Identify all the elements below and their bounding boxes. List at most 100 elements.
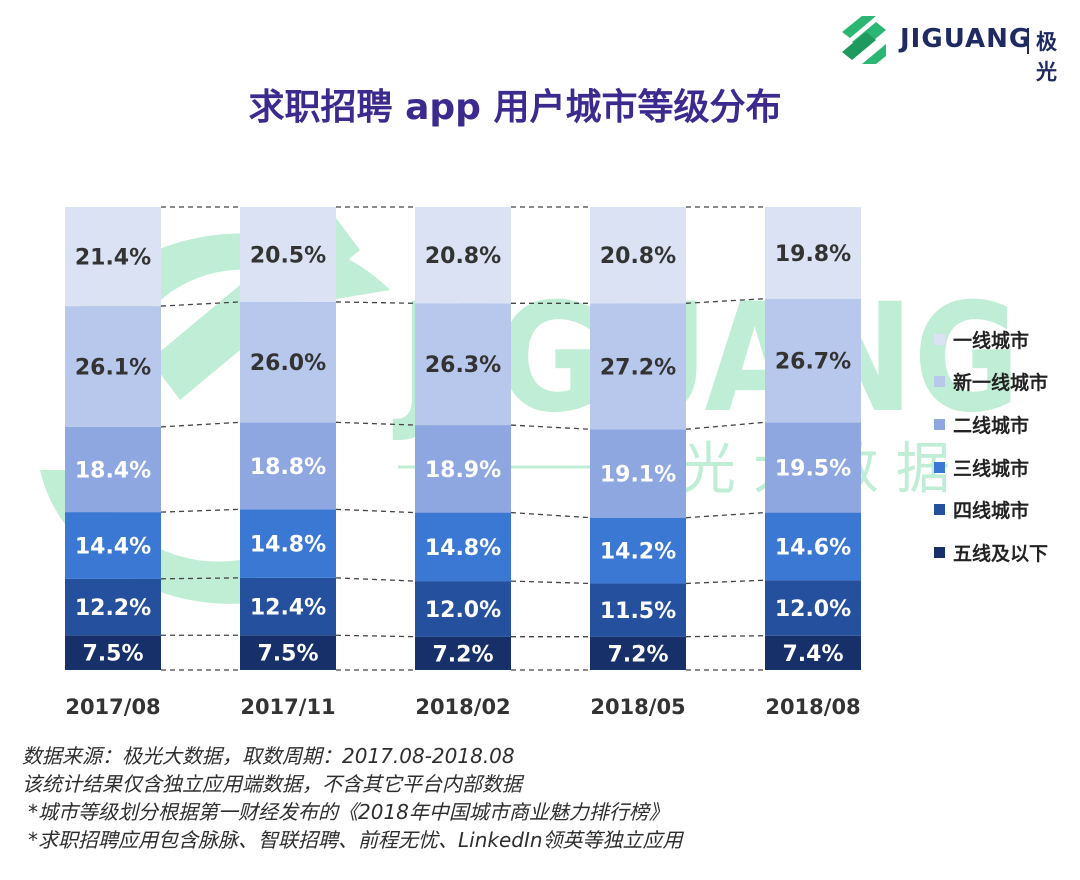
legend-label: 四线城市 [953,500,1030,523]
connector-line [510,424,591,430]
data-label: 20.8% [600,244,676,269]
bar-segment [765,512,861,581]
connector-line [685,511,766,519]
data-label: 26.3% [425,353,501,378]
data-label: 26.1% [75,356,151,381]
bar-segment [65,207,161,307]
note-source: 数据来源：极光大数据，取数周期：2017.08-2018.08 [22,744,515,768]
bar-segment [415,207,511,304]
legend-label: 新一线城市 [953,372,1049,395]
bar-segment [765,207,861,299]
connector-line [685,298,766,304]
connector-line [160,421,241,428]
data-label: 11.5% [600,599,676,624]
data-label: 14.4% [75,534,151,559]
bar-segment [65,578,161,636]
data-label: 7.5% [82,642,143,667]
bar-segment [65,306,161,427]
legend-label: 二线城市 [953,414,1030,437]
connector-lines [160,206,766,671]
chart-title: 求职招聘 app 用户城市等级分布 [248,87,782,128]
bar-segment [590,636,686,670]
bar-segment [590,517,686,584]
bar-segment [415,303,511,426]
legend-label: 五线及以下 [953,542,1049,565]
legend-swatch [934,546,945,558]
data-label: 27.2% [600,355,676,380]
brand-name: JIGUANG [900,24,1032,54]
data-label: 12.0% [425,598,501,623]
legend-item: 四线城市 [934,488,1048,531]
connector-line [160,301,241,307]
connector-line [335,301,416,304]
data-label: 7.4% [782,642,843,667]
connector-line [160,577,241,580]
legend: 一线城市新一线城市二线城市三线城市四线城市五线及以下 [934,318,1048,574]
note-apps: *求职招聘应用包含脉脉、智联招聘、前程无忧、LinkedIn领英等独立应用 [28,828,683,852]
data-label: 14.2% [600,540,676,565]
x-tick-label: 2018/02 [415,695,510,719]
bar-segment [590,303,686,430]
x-tick-label: 2018/05 [590,695,685,719]
data-label: 19.1% [600,462,676,487]
data-label: 18.9% [425,458,501,483]
legend-item: 一线城市 [934,318,1048,361]
data-label: 21.4% [75,246,151,271]
connector-line [160,508,241,513]
bar-segment [765,580,861,636]
x-tick-labels: 2017/08 2017/11 2018/02 2018/05 2018/08 [65,695,860,719]
bar-segment [240,509,336,578]
connector-line [335,421,416,426]
legend-swatch [934,504,945,516]
legend-swatch [934,461,945,473]
bar-segment [415,636,511,670]
connector-line [335,508,416,514]
connector-line [510,580,591,585]
connector-line [685,635,766,638]
legend-label: 三线城市 [953,457,1030,480]
jiguang-logo: JIGUANG 极光 [836,12,1072,84]
bar-segment [590,429,686,518]
connector-line [335,634,416,638]
data-label: 20.8% [425,244,501,269]
bar-segment [65,426,161,513]
bar-segment [65,512,161,579]
data-label: 26.7% [775,349,851,374]
data-label: 14.8% [425,536,501,561]
legend-swatch [934,418,945,430]
legend-item: 新一线城市 [934,361,1048,404]
brand-name-cn: 极光 [1036,30,1057,84]
data-label: 7.2% [432,642,493,667]
bar-segment [415,581,511,637]
legend-item: 五线及以下 [934,531,1048,574]
data-label: 12.0% [775,597,851,622]
note-scope: 该统计结果仅含独立应用端数据，不含其它平台内部数据 [22,772,522,796]
bar-segment [240,635,336,670]
data-label: 14.8% [250,533,326,558]
data-label: 19.5% [775,456,851,481]
data-label: 14.6% [775,535,851,560]
legend-item: 二线城市 [934,403,1048,446]
data-label: 7.5% [257,642,318,667]
data-labels: 7.5% 12.2% 14.4% 18.4% 26.1% 21.4% 7.5% 12.4% 14… [75,242,851,667]
legend-swatch [934,376,945,388]
legend-item: 三线城市 [934,446,1048,489]
connector-line [685,579,766,585]
bar-segment [415,512,511,582]
connector-line [685,421,766,430]
bar-segment [765,635,861,670]
data-label: 26.0% [250,351,326,376]
note-city-ranking: *城市等级划分根据第一财经发布的《2018年中国城市商业魅力排行榜》 [28,800,669,824]
x-tick-label: 2017/08 [65,695,160,719]
connector-line [510,511,591,519]
legend-label: 一线城市 [953,329,1030,352]
bar-segment [65,635,161,670]
x-tick-label: 2018/08 [765,695,860,719]
bar-segment [240,577,336,636]
footnotes: 数据来源：极光大数据，取数周期：2017.08-2018.08 该统计结果仅含独… [22,742,683,854]
jiguang-logo-icon [842,16,886,64]
bar-segment [240,422,336,510]
brand-separator [1027,28,1029,54]
x-tick-label: 2017/11 [240,695,335,719]
